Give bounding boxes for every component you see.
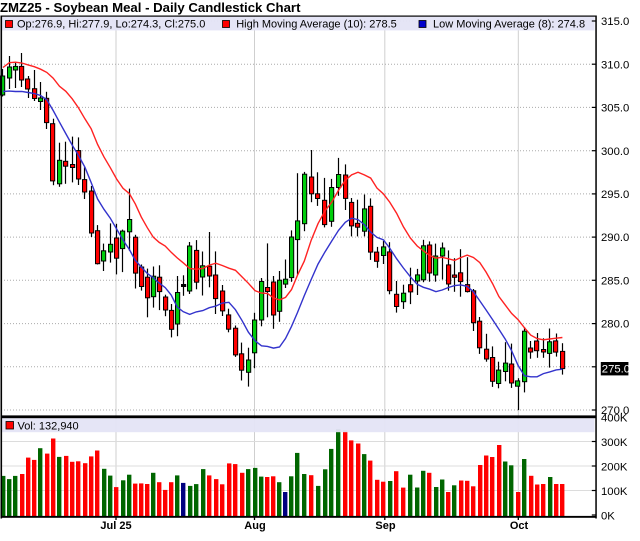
svg-text:200K: 200K [601,461,628,473]
svg-text:ZMZ25 - Soybean Meal - Daily C: ZMZ25 - Soybean Meal - Daily Candlestick… [0,0,301,15]
svg-text:315.0: 315.0 [601,16,629,28]
svg-text:Low Moving Average (8): 274.8: Low Moving Average (8): 274.8 [433,18,585,30]
svg-text:295.0: 295.0 [601,189,629,201]
svg-text:Oct: Oct [510,520,529,532]
svg-text:285.0: 285.0 [601,275,629,287]
svg-text:Vol: 132,940: Vol: 132,940 [18,420,79,432]
svg-text:Aug: Aug [244,520,265,532]
svg-text:300.0: 300.0 [601,146,629,158]
svg-text:100K: 100K [601,486,628,498]
svg-text:280.0: 280.0 [601,319,629,331]
svg-text:400K: 400K [601,412,628,424]
svg-text:300K: 300K [601,437,628,449]
svg-text:310.0: 310.0 [601,59,629,71]
svg-text:290.0: 290.0 [601,232,629,244]
svg-text:High Moving Average (10): 278.: High Moving Average (10): 278.5 [236,18,397,30]
svg-text:305.0: 305.0 [601,103,629,115]
svg-text:0K: 0K [601,510,615,522]
svg-text:Op:276.9, Hi:277.9, Lo:274.3,: Op:276.9, Hi:277.9, Lo:274.3, Cl:275.0 [17,18,205,30]
svg-text:270.0: 270.0 [601,405,629,417]
svg-text:275.0: 275.0 [602,364,630,376]
svg-text:Sep: Sep [375,520,395,532]
svg-text:Jul 25: Jul 25 [100,520,131,532]
